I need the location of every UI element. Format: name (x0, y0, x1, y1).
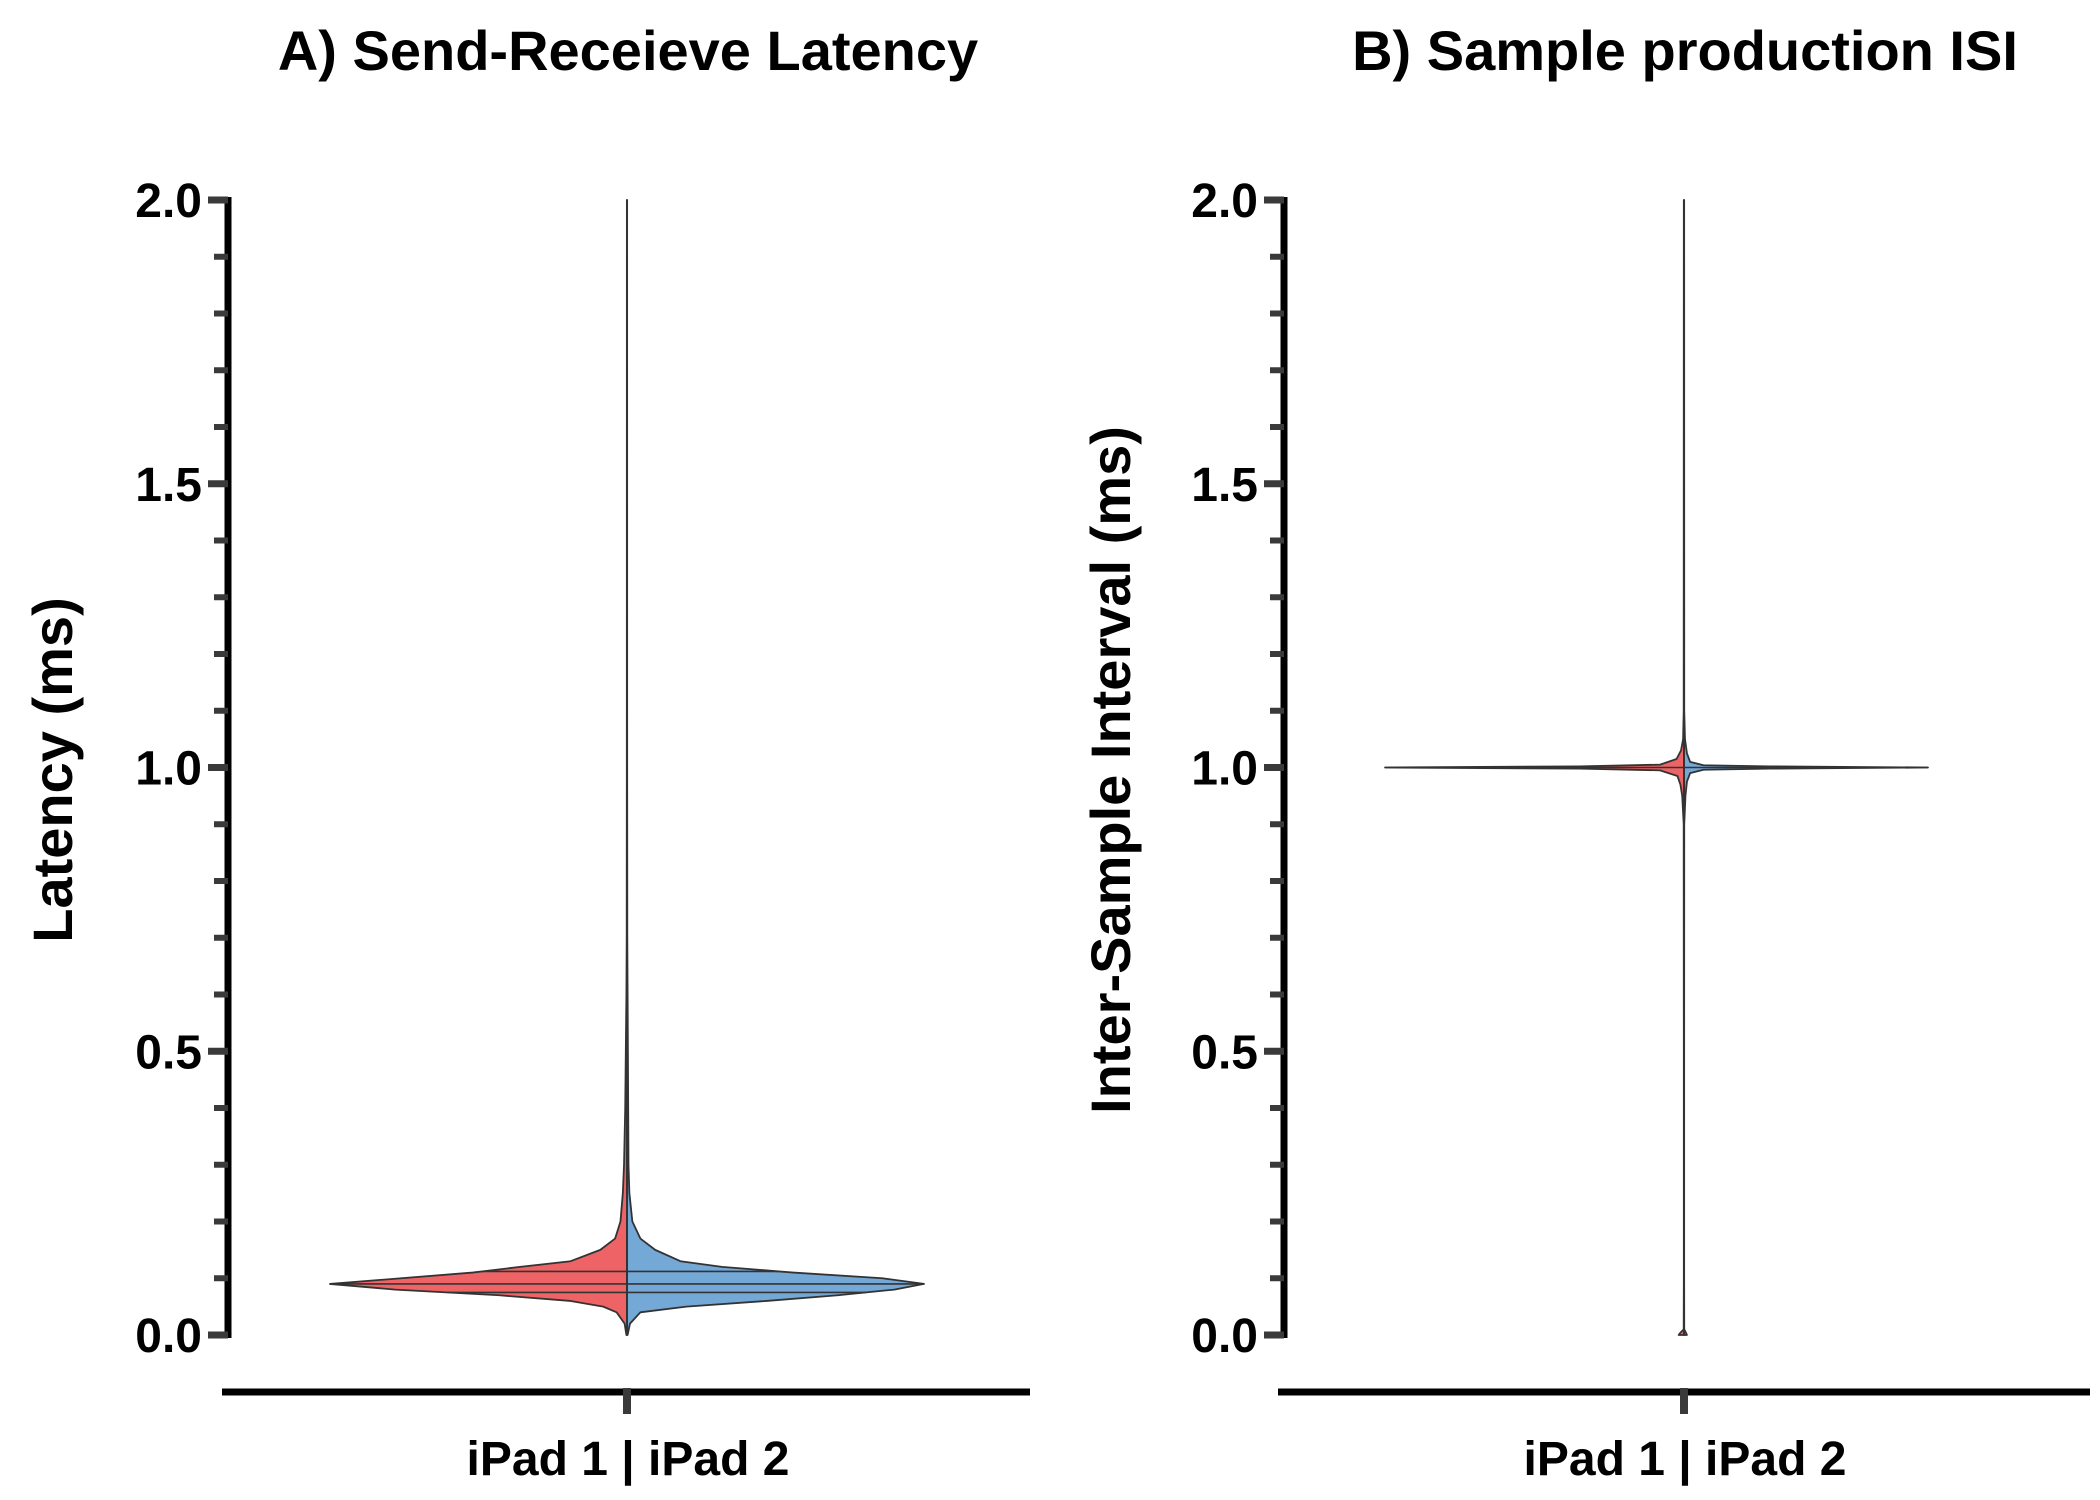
panel-a-y-axis: 0.0 0.5 1.0 1.5 2.0 (135, 175, 232, 1363)
panel-b-title: B) Sample production ISI (1352, 19, 2018, 82)
panel-a-x-category-label: iPad 1 | iPad 2 (467, 1433, 790, 1486)
panel-a-violin-half-ipad-2 (626, 199, 925, 1336)
panel-a-y-axis-title: Latency (ms) (21, 597, 84, 942)
panel-a-y-tick-label: 0.5 (135, 1026, 202, 1079)
panel-b-y-tick-label: 1.5 (1191, 459, 1258, 512)
panel-b-y-tick-label: 0.0 (1191, 1310, 1258, 1363)
panel-a-y-tick-label: 0.0 (135, 1310, 202, 1363)
panel-a-violin-half-ipad-1 (329, 199, 628, 1336)
panel-b-y-tick-label: 2.0 (1191, 175, 1258, 228)
panel-a-x-axis (222, 1388, 1030, 1414)
panel-a: A) Send-Receieve Latency Latency (ms) iP… (21, 19, 1030, 1486)
panel-b: B) Sample production ISI Inter-Sample In… (1079, 19, 2090, 1486)
panel-a-y-tick-label: 1.5 (135, 459, 202, 512)
panel-a-y-tick-label: 1.0 (135, 743, 202, 796)
panel-b-violin (1384, 199, 1929, 1336)
panel-b-y-tick-label: 1.0 (1191, 743, 1258, 796)
panel-b-y-tick-label: 0.5 (1191, 1026, 1258, 1079)
panel-a-y-tick-label: 2.0 (135, 175, 202, 228)
panel-b-x-axis (1278, 1388, 2090, 1414)
panel-a-violin (329, 199, 925, 1336)
panel-b-x-category-label: iPad 1 | iPad 2 (1524, 1433, 1847, 1486)
panel-b-y-axis: 0.0 0.5 1.0 1.5 2.0 (1191, 175, 1288, 1363)
panel-b-y-axis-title: Inter-Sample Interval (ms) (1079, 426, 1142, 1114)
panel-a-title: A) Send-Receieve Latency (278, 19, 978, 82)
